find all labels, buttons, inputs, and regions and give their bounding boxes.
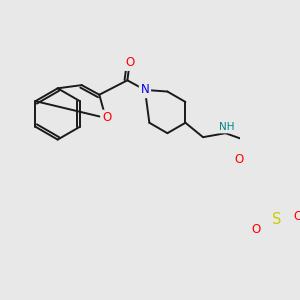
Text: S: S [272,212,281,227]
Text: O: O [294,210,300,223]
Text: O: O [102,112,111,124]
Text: N: N [141,83,149,96]
Text: O: O [235,153,244,166]
Text: O: O [251,223,260,236]
Text: O: O [125,56,134,69]
Text: NH: NH [219,122,235,132]
